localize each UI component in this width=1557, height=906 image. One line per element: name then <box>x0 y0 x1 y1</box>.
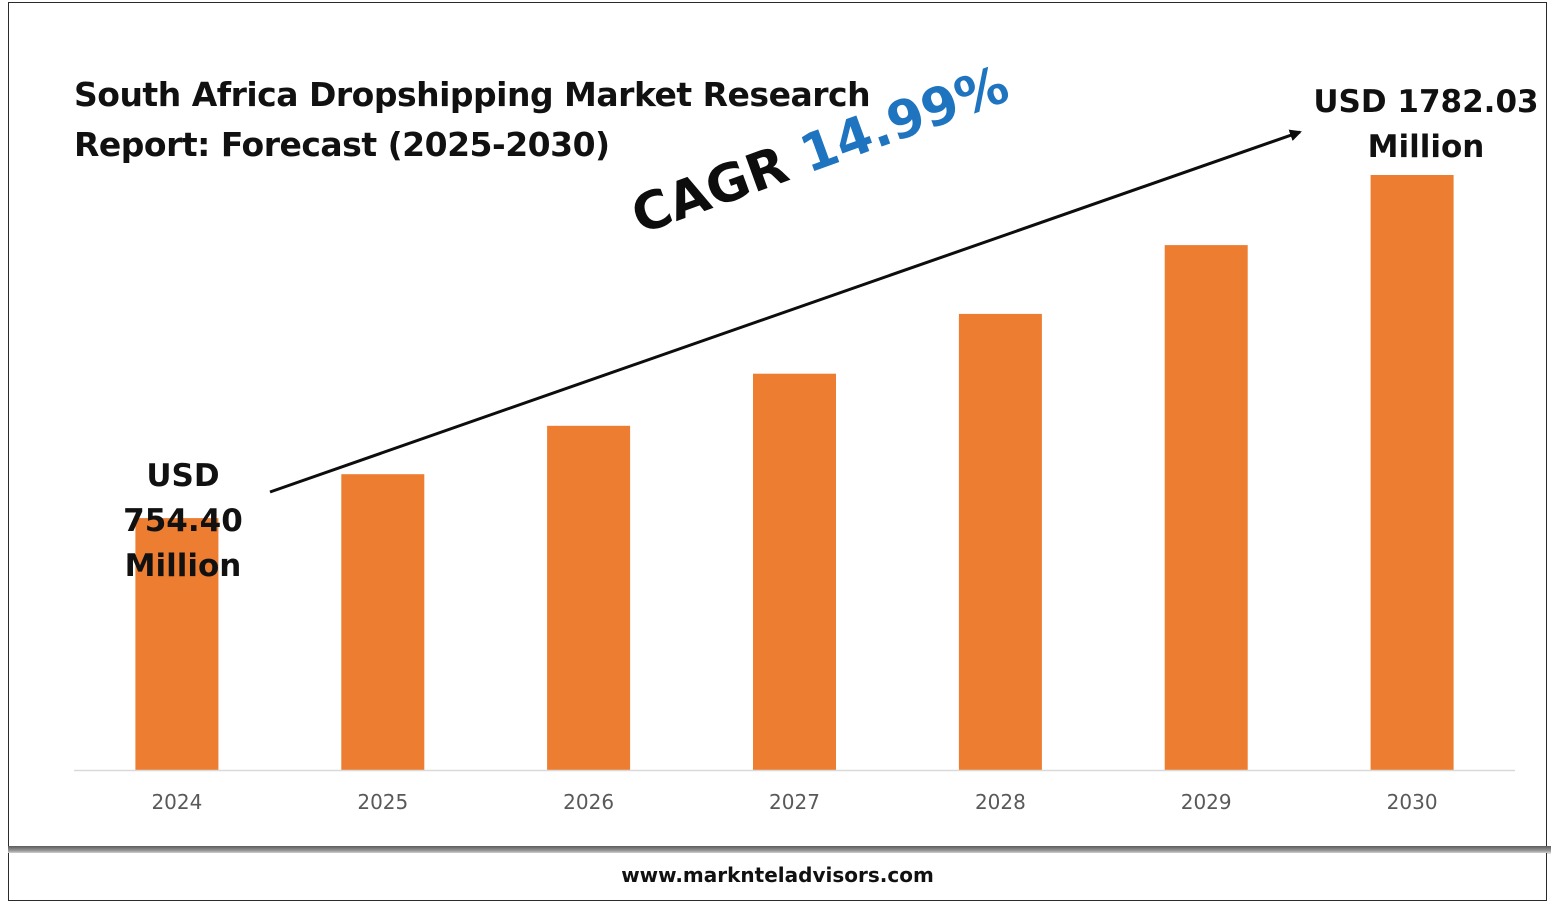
x-tick-label-2028: 2028 <box>975 790 1026 814</box>
start-value-callout: USD 754.40 Million <box>113 454 253 589</box>
start-value-amount: 754.40 <box>123 503 243 539</box>
x-tick-label-2027: 2027 <box>769 790 820 814</box>
x-tick-label-2024: 2024 <box>151 790 202 814</box>
start-value-currency: USD <box>146 458 220 494</box>
footer: www.marknteladvisors.com <box>8 853 1547 901</box>
x-tick-label-2025: 2025 <box>357 790 408 814</box>
bar-2029 <box>1164 245 1248 771</box>
x-tick-label-2029: 2029 <box>1181 790 1232 814</box>
cagr-trend-arrow <box>269 129 1302 494</box>
chart-title: South Africa Dropshipping Market Researc… <box>74 75 871 164</box>
bars-group <box>135 175 1454 771</box>
end-value-unit: Million <box>1367 129 1485 165</box>
bar-2024 <box>135 518 219 770</box>
start-value-unit: Million <box>124 548 242 584</box>
x-tick-label-2030: 2030 <box>1387 790 1438 814</box>
end-value-callout: USD 1782.03 Million <box>1310 80 1542 170</box>
bar-2026 <box>547 425 631 770</box>
bar-2025 <box>341 474 425 770</box>
bar-2030 <box>1370 175 1454 770</box>
bar-2027 <box>753 373 836 770</box>
bar-2028 <box>958 313 1042 770</box>
x-tick-label-2026: 2026 <box>563 790 614 814</box>
footer-divider <box>8 846 1551 854</box>
x-tick-labels: 2024 2025 2026 2027 2028 2029 2030 <box>151 790 1437 814</box>
website-url: www.marknteladvisors.com <box>621 863 934 887</box>
end-value-amount: USD 1782.03 <box>1313 84 1539 120</box>
